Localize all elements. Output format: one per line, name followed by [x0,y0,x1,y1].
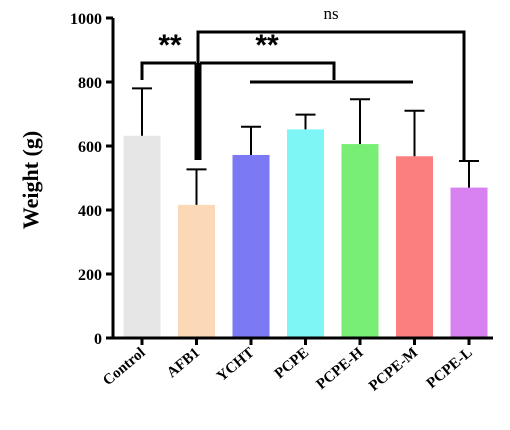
y-axis-title: Weight (g) [18,131,43,229]
sig-label-control-afb1: ** [158,29,182,62]
bar-ycht [232,154,270,338]
bar-pcpe-h [341,144,379,338]
y-tick-label: 800 [78,75,102,92]
sig-label-ns: ns [323,4,338,23]
sig-label-afb1-group: ** [255,29,279,62]
significance-brackets [140,30,466,160]
bar-control [123,135,161,338]
afb1-group-bracket [200,61,336,80]
x-tick-label: Control [100,345,148,389]
x-tick-label: PCPE [272,345,312,382]
y-tick-label: 1000 [70,11,102,28]
x-tick-label: AFB1 [164,345,203,381]
x-tick-label: PCPE-L [424,345,476,392]
y-tick-label: 0 [94,331,102,348]
bar-pcpe [287,129,324,338]
bar-afb1 [178,204,215,338]
x-tick-label: PCPE-M [366,345,421,395]
y-tick-label: 600 [78,139,102,156]
error-bars-group [132,87,479,205]
bar-pcpe-l [450,187,488,338]
bar-pcpe-m [396,156,433,338]
x-ticks-group: Control AFB1 YCHT PCPE PCPE-H PCPE-M PCPE-L [100,338,476,395]
y-tick-label: 200 [78,267,102,284]
ns-bracket [196,30,466,160]
y-ticks-group: 0 200 400 600 800 1000 [70,11,113,348]
control-afb1-bracket [140,61,196,80]
x-tick-label: YCHT [214,345,257,385]
x-tick-label: PCPE-H [314,345,367,393]
bars-group [123,129,488,338]
y-tick-label: 400 [78,203,102,220]
